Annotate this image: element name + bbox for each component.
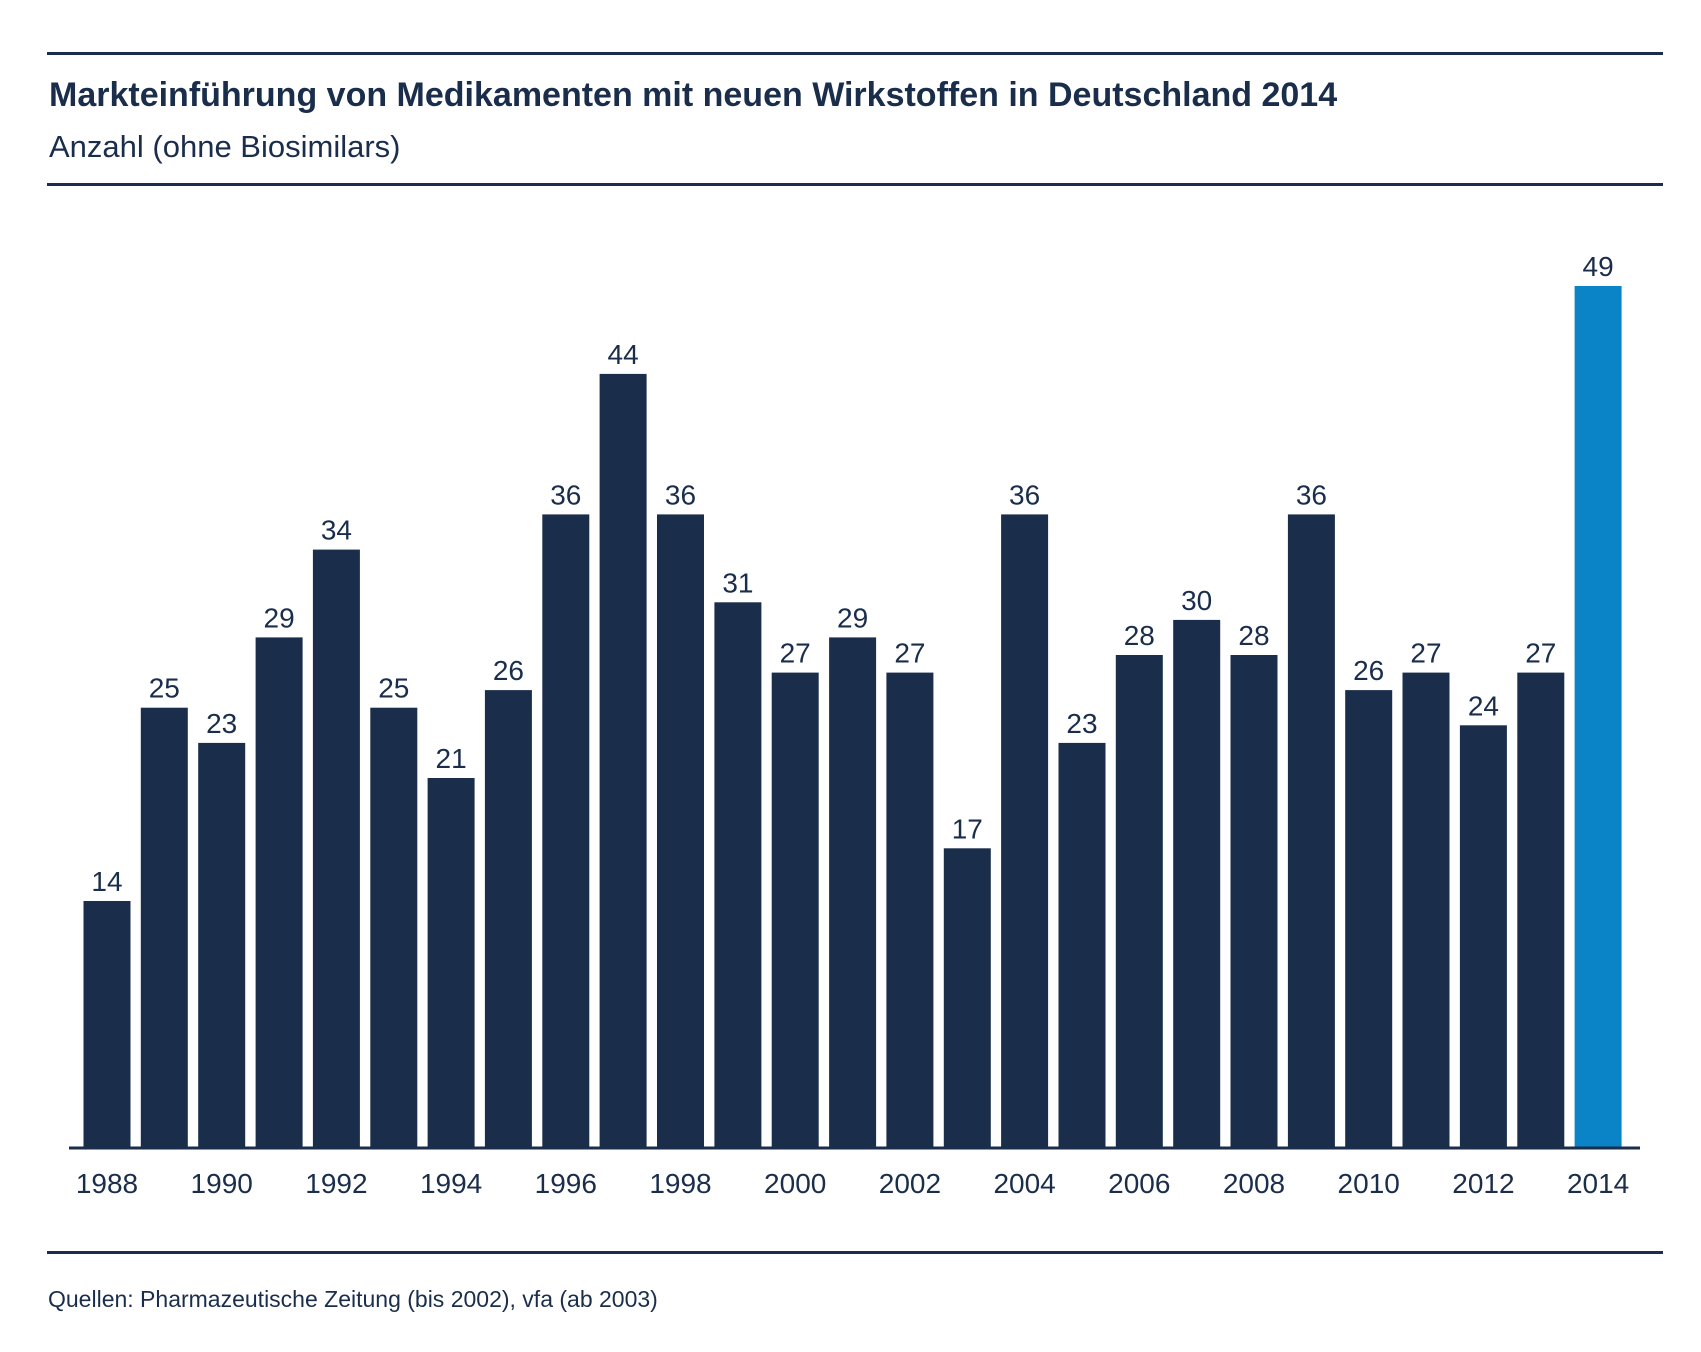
x-tick-labels-layer: 1988 1990 1992 1994 1996 1998 2000 2002 2004 2006… xyxy=(76,1168,1629,1199)
value-label-2002: 27 xyxy=(894,638,925,669)
x-tick-label-1996: 1996 xyxy=(535,1168,597,1199)
value-label-2011: 27 xyxy=(1410,638,1441,669)
value-label-2010: 26 xyxy=(1353,655,1384,686)
x-tick-label-1990: 1990 xyxy=(191,1168,253,1199)
bar-1995 xyxy=(484,690,532,1147)
x-tick-label-2002: 2002 xyxy=(879,1168,941,1199)
x-tick-label-1992: 1992 xyxy=(305,1168,367,1199)
value-label-1991: 29 xyxy=(264,602,295,633)
bar-1996 xyxy=(542,514,590,1147)
value-label-1990: 23 xyxy=(206,708,237,739)
bar-2013 xyxy=(1517,672,1565,1147)
footer-rule xyxy=(47,1251,1663,1254)
x-tick-label-2014: 2014 xyxy=(1567,1168,1629,1199)
value-label-2012: 24 xyxy=(1468,690,1499,721)
value-label-1998: 36 xyxy=(665,479,696,510)
x-tick-label-2012: 2012 xyxy=(1452,1168,1514,1199)
bar-2000 xyxy=(771,672,819,1147)
bar-1992 xyxy=(312,549,360,1147)
bar-1993 xyxy=(370,707,418,1147)
bar-2004 xyxy=(1001,514,1049,1147)
bars-layer xyxy=(83,286,1622,1147)
value-label-2003: 17 xyxy=(952,813,983,844)
x-tick-label-2008: 2008 xyxy=(1223,1168,1285,1199)
bar-2006 xyxy=(1115,655,1163,1147)
bar-1999 xyxy=(714,602,762,1147)
bar-1991 xyxy=(255,637,303,1147)
value-label-1993: 25 xyxy=(378,673,409,704)
value-label-2000: 27 xyxy=(780,638,811,669)
bar-2001 xyxy=(829,637,877,1147)
value-labels-layer: 14 25 23 29 34 25 21 26 36 44 36 31 27 29 27 17 36 23 28 30… xyxy=(91,251,1613,897)
header-rule xyxy=(47,183,1663,186)
value-label-2001: 29 xyxy=(837,602,868,633)
value-label-1988: 14 xyxy=(91,866,122,897)
bar-2007 xyxy=(1173,619,1221,1147)
source-note: Quellen: Pharmazeutische Zeitung (bis 20… xyxy=(48,1286,658,1312)
bar-2011 xyxy=(1402,672,1450,1147)
value-label-2008: 28 xyxy=(1238,620,1269,651)
bar-1988 xyxy=(83,901,131,1147)
chart-subtitle: Anzahl (ohne Biosimilars) xyxy=(49,129,401,164)
top-rule xyxy=(47,52,1663,55)
value-label-2007: 30 xyxy=(1181,585,1212,616)
x-tick-label-2000: 2000 xyxy=(764,1168,826,1199)
bar-2003 xyxy=(943,848,991,1147)
bar-chart: 14 25 23 29 34 25 21 26 36 44 36 31 27 29 27 17 36 23 28 30… xyxy=(69,251,1640,1199)
bar-2014 xyxy=(1574,286,1622,1147)
bar-2002 xyxy=(886,672,934,1147)
x-tick-label-2010: 2010 xyxy=(1338,1168,1400,1199)
value-label-1996: 36 xyxy=(550,479,581,510)
value-label-2009: 36 xyxy=(1296,479,1327,510)
value-label-1992: 34 xyxy=(321,515,352,546)
bar-2010 xyxy=(1345,690,1393,1147)
bar-1989 xyxy=(140,707,188,1147)
value-label-1994: 21 xyxy=(436,743,467,774)
bar-2005 xyxy=(1058,742,1106,1147)
value-label-2014: 49 xyxy=(1583,251,1614,282)
bar-1997 xyxy=(599,373,647,1147)
value-label-2005: 23 xyxy=(1066,708,1097,739)
bar-2008 xyxy=(1230,655,1278,1147)
x-tick-label-1994: 1994 xyxy=(420,1168,482,1199)
value-label-2006: 28 xyxy=(1124,620,1155,651)
bar-1998 xyxy=(657,514,704,1147)
x-tick-label-1988: 1988 xyxy=(76,1168,138,1199)
value-label-1989: 25 xyxy=(149,673,180,704)
x-tick-label-1998: 1998 xyxy=(649,1168,711,1199)
value-label-1999: 31 xyxy=(722,567,753,598)
x-tick-label-2004: 2004 xyxy=(993,1168,1055,1199)
x-tick-label-2006: 2006 xyxy=(1108,1168,1170,1199)
chart-title: Markteinführung von Medikamenten mit neu… xyxy=(49,76,1338,114)
value-label-2013: 27 xyxy=(1525,638,1556,669)
bar-1990 xyxy=(198,742,246,1147)
value-label-1997: 44 xyxy=(608,339,639,370)
bar-2009 xyxy=(1287,514,1335,1147)
bar-1994 xyxy=(427,778,475,1147)
value-label-1995: 26 xyxy=(493,655,524,686)
value-label-2004: 36 xyxy=(1009,479,1040,510)
bar-2012 xyxy=(1459,725,1507,1147)
